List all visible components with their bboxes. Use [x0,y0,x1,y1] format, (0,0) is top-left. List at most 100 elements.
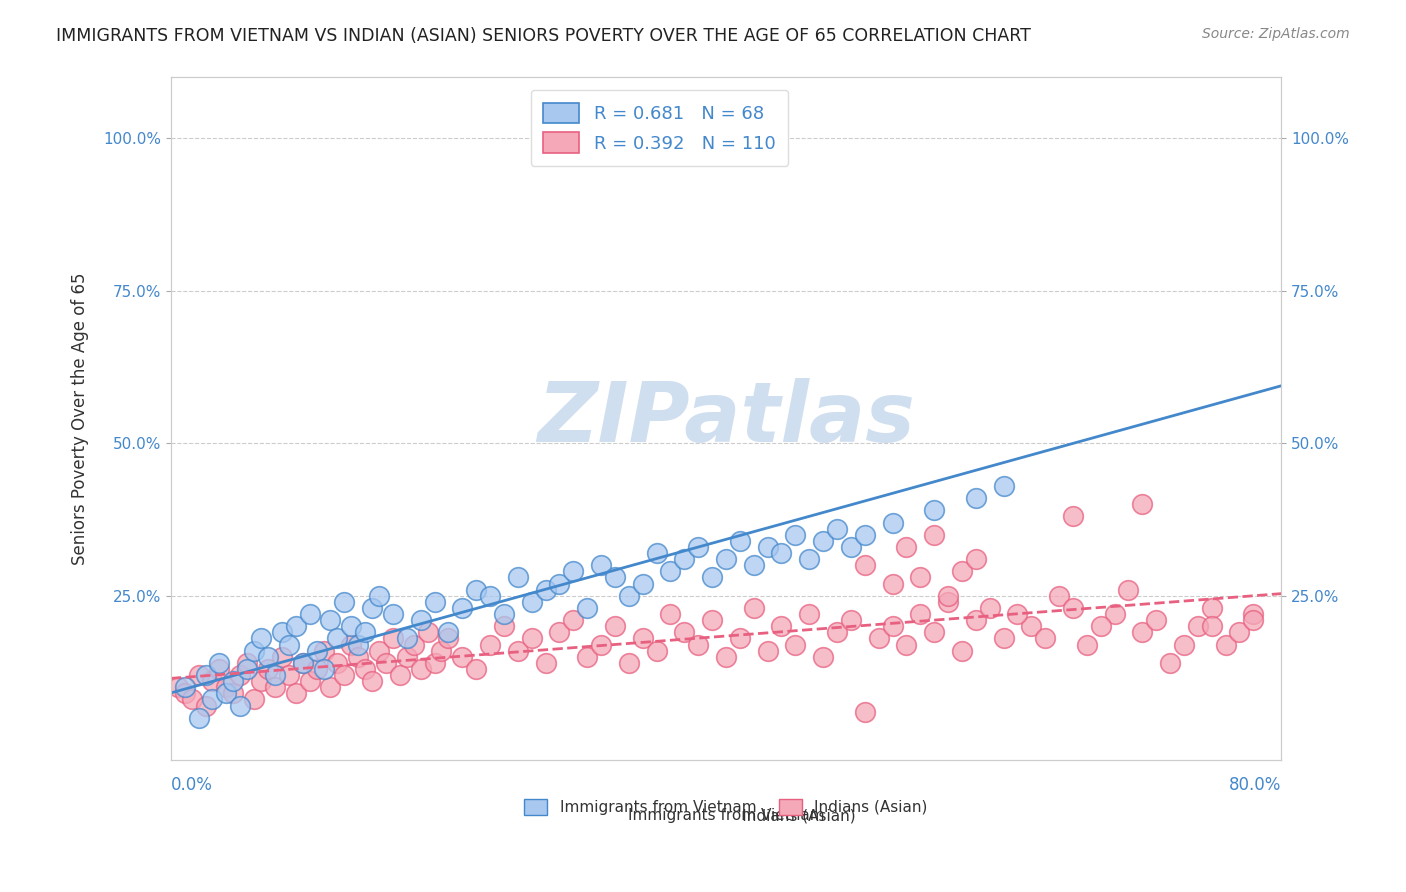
Point [257,649,280,664]
Point [1130,497,1153,511]
Point [270,625,292,640]
Point [910,570,932,584]
Point [979,601,1001,615]
Legend: Immigrants from Vietnam, Indians (Asian): Immigrants from Vietnam, Indians (Asian) [519,793,934,821]
Text: IMMIGRANTS FROM VIETNAM VS INDIAN (ASIAN) SENIORS POVERTY OVER THE AGE OF 65 COR: IMMIGRANTS FROM VIETNAM VS INDIAN (ASIAN… [56,27,1031,45]
Point [250,674,273,689]
Point [1173,638,1195,652]
Point [506,570,529,584]
Point [534,582,557,597]
Point [756,643,779,657]
Text: 0.0%: 0.0% [172,776,212,794]
Point [312,643,335,657]
Point [333,595,356,609]
Point [645,546,668,560]
Point [492,619,515,633]
Point [375,656,398,670]
Point [700,613,723,627]
Point [222,674,245,689]
Point [853,705,876,719]
Point [298,607,321,621]
Point [416,625,439,640]
Point [229,698,252,713]
Point [965,491,987,506]
Point [1201,601,1223,615]
Point [811,533,834,548]
Point [882,516,904,530]
Point [673,625,696,640]
Point [950,565,973,579]
Point [257,662,280,676]
Point [423,595,446,609]
Point [700,570,723,584]
Point [492,607,515,621]
Point [395,632,418,646]
Point [1076,638,1098,652]
Point [799,607,821,621]
Point [229,668,252,682]
Point [631,576,654,591]
Point [799,552,821,566]
Point [437,632,460,646]
Point [1033,632,1056,646]
Point [291,656,314,670]
Point [742,601,765,615]
Point [1201,619,1223,633]
Point [714,649,737,664]
Point [264,668,287,682]
Point [465,662,488,676]
Point [298,674,321,689]
Point [688,540,710,554]
Point [825,522,848,536]
Point [965,613,987,627]
Point [645,643,668,657]
Point [1130,625,1153,640]
Point [319,613,342,627]
Text: 80.0%: 80.0% [1229,776,1281,794]
Point [465,582,488,597]
Point [922,625,945,640]
Point [319,680,342,694]
Point [910,607,932,621]
Point [617,656,640,670]
Point [882,619,904,633]
Point [1104,607,1126,621]
Point [347,649,370,664]
Point [1062,601,1084,615]
Point [770,619,793,633]
Point [180,692,202,706]
Point [381,607,404,621]
Point [785,528,807,542]
Point [534,656,557,670]
Point [548,576,571,591]
Point [173,686,195,700]
Point [173,680,195,694]
Point [1062,509,1084,524]
Point [1215,638,1237,652]
Point [166,680,188,694]
Point [742,558,765,573]
Point [361,601,384,615]
Point [728,632,751,646]
Point [868,632,890,646]
Point [291,656,314,670]
Point [368,589,391,603]
Point [250,632,273,646]
Point [1047,589,1070,603]
Point [811,649,834,664]
Point [1118,582,1140,597]
Text: Source: ZipAtlas.com: Source: ZipAtlas.com [1202,27,1350,41]
Point [187,711,209,725]
Point [993,632,1015,646]
Point [591,638,613,652]
Point [896,540,918,554]
Point [361,674,384,689]
Point [194,698,217,713]
Point [950,643,973,657]
Point [277,638,299,652]
Point [284,686,307,700]
Point [215,680,238,694]
Point [354,662,377,676]
Point [673,552,696,566]
Point [222,686,245,700]
